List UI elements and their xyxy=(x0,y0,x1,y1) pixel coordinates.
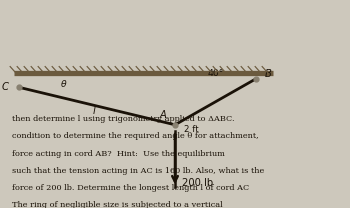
Text: C: C xyxy=(2,82,9,92)
Text: 200 lb: 200 lb xyxy=(182,178,213,188)
Text: θ: θ xyxy=(61,80,67,89)
Text: such that the tension acting in AC is 160 lb. Also, what is the: such that the tension acting in AC is 16… xyxy=(12,167,265,175)
Text: 40°: 40° xyxy=(207,69,223,78)
Text: then determine l using trigonometry applied to ΔABC.: then determine l using trigonometry appl… xyxy=(12,115,235,123)
Text: force acting in cord AB?  Hint:  Use the equilibrium: force acting in cord AB? Hint: Use the e… xyxy=(12,150,225,157)
Text: The ring of negligible size is subjected to a vertical: The ring of negligible size is subjected… xyxy=(12,201,223,208)
Text: B: B xyxy=(264,69,271,79)
Text: force of 200 lb. Determine the longest length l of cord AC: force of 200 lb. Determine the longest l… xyxy=(12,184,250,192)
Text: condition to determine the required angle θ for attachment,: condition to determine the required angl… xyxy=(12,132,259,140)
Text: 2 ft: 2 ft xyxy=(184,125,198,134)
Text: l: l xyxy=(93,106,96,116)
Text: A: A xyxy=(159,110,166,120)
